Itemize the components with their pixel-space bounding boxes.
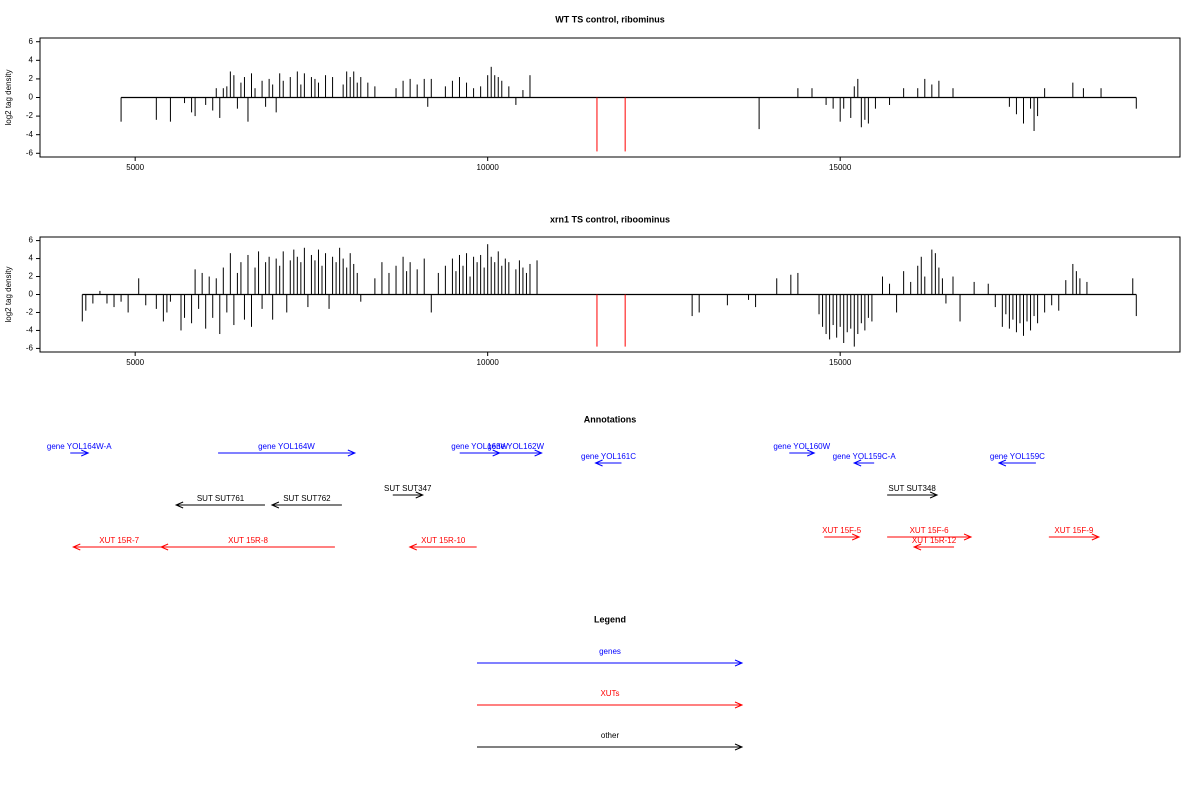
feature-label: SUT SUT761 [197,494,245,503]
chart-title: xrn1 TS control, riboominus [550,214,670,224]
feature-label: XUT 15R-8 [228,536,268,545]
feature-label: XUT 15F-9 [1054,526,1094,535]
feature-arrow-head [270,501,280,509]
feature-label: gene YOL164W [258,442,315,451]
feature-arrow-head [72,543,81,551]
feature-arrow-head [1091,533,1101,541]
legend-title: Legend [594,614,626,624]
y-tick-label: 0 [29,290,34,299]
feature-arrow-head [851,533,861,541]
feature-label: gene YOL163W [451,442,508,451]
feature-arrow-head [347,449,357,457]
feature-label: XUT 15R-12 [912,536,957,545]
y-axis-label: log2 tag density [4,69,13,125]
feature-arrow-head [997,459,1007,467]
x-tick-label: 10000 [477,358,500,367]
x-tick-label: 10000 [477,163,500,172]
y-tick-label: 2 [29,272,34,281]
y-tick-label: -6 [26,344,34,353]
feature-label: gene YOL161C [581,452,636,461]
y-tick-label: -4 [26,130,34,139]
y-tick-label: 0 [29,93,34,102]
legend-label: genes [599,647,621,656]
feature-label: SUT SUT348 [888,484,936,493]
x-tick-label: 5000 [126,163,144,172]
y-tick-label: 6 [29,37,34,46]
legend-label: other [601,731,620,740]
y-tick-label: -4 [26,326,34,335]
feature-label: gene YOL159C [990,452,1045,461]
feature-label: gene YOL160W [773,442,830,451]
feature-label: XUT 15R-10 [421,536,466,545]
feature-label: gene YOL162W [487,442,544,451]
feature-arrow-head [912,543,922,551]
feature-label: SUT SUT347 [384,484,432,493]
annotations-title: Annotations [584,414,637,424]
legend-arrow-head [734,659,744,667]
x-tick-label: 15000 [829,358,852,367]
y-axis-label: log2 tag density [4,266,13,322]
feature-arrow-head [408,543,417,551]
feature-arrow-head [174,501,184,509]
feature-label: XUT 15F-6 [910,526,950,535]
y-tick-label: 4 [29,55,34,64]
feature-arrow-head [159,543,169,551]
feature-label: XUT 15F-5 [822,526,862,535]
feature-arrow-head [929,491,939,499]
x-tick-label: 5000 [126,358,144,367]
y-tick-label: -2 [26,308,34,317]
chart-title: WT TS control, ribominus [555,14,665,24]
legend-label: XUTs [600,689,619,698]
feature-arrow-head [81,449,90,457]
feature-label: gene YOL159C-A [833,452,897,461]
x-tick-label: 15000 [829,163,852,172]
y-tick-label: 4 [29,254,34,263]
feature-arrow-head [415,491,425,499]
feature-arrow-head [534,449,543,457]
feature-arrow-head [594,459,603,467]
y-tick-label: -6 [26,148,34,157]
feature-arrow-head [807,449,816,457]
feature-label: XUT 15R-7 [99,536,139,545]
y-tick-label: 6 [29,236,34,245]
feature-arrow-head [963,533,973,541]
y-tick-label: 2 [29,74,34,83]
feature-label: gene YOL164W-A [47,442,112,451]
feature-label: SUT SUT762 [283,494,331,503]
legend-arrow-head [734,701,744,709]
feature-arrow-head [852,459,862,467]
legend-arrow-head [734,743,744,751]
y-tick-label: -2 [26,111,34,120]
